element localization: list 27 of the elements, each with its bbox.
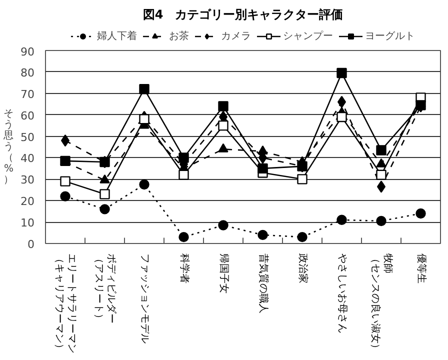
y-tick-label: 20 [20, 195, 35, 208]
y-tick-label: 10 [20, 216, 35, 230]
chart-title: 図4 カテゴリー別キャラクター評価 [142, 8, 344, 22]
x-tick-label: エリートサラリーマン（キャリアウーマン） [54, 254, 77, 354]
y-tick-label: 50 [20, 130, 35, 144]
y-tick-label: 60 [20, 109, 35, 122]
y-tick-label: 30 [20, 174, 35, 187]
legend-label: ヨーグルト [365, 30, 415, 43]
legend-label: シャンプー [283, 30, 333, 43]
legend-label: 婦人下着 [97, 30, 137, 43]
x-tick-label: 帰国子女 [218, 254, 230, 294]
legend-label: お茶 [169, 30, 189, 43]
y-tick-label: 90 [20, 46, 35, 58]
y-tick-label: 80 [20, 66, 35, 80]
x-tick-label: 昔気質の職人 [257, 254, 270, 314]
x-tick-label: ボディビルダー（アスリート） [93, 254, 118, 324]
y-tick-label: 40 [20, 152, 35, 166]
x-tick-label: 科学者 [178, 254, 190, 284]
x-tick-label: やさしいお母さん [336, 254, 348, 334]
x-tick-label: 政治家 [296, 254, 309, 284]
x-tick-label: 牧師（センスの良い淑女） [370, 254, 394, 354]
y-tick-label: 0 [28, 238, 34, 251]
legend-label: カメラ [221, 30, 251, 43]
y-axis-title: そう思う（%） [2, 108, 14, 186]
y-tick-label: 70 [20, 88, 35, 101]
x-tick-label: 優等生 [415, 254, 428, 284]
x-tick-label: ファッションモデル [138, 254, 150, 344]
